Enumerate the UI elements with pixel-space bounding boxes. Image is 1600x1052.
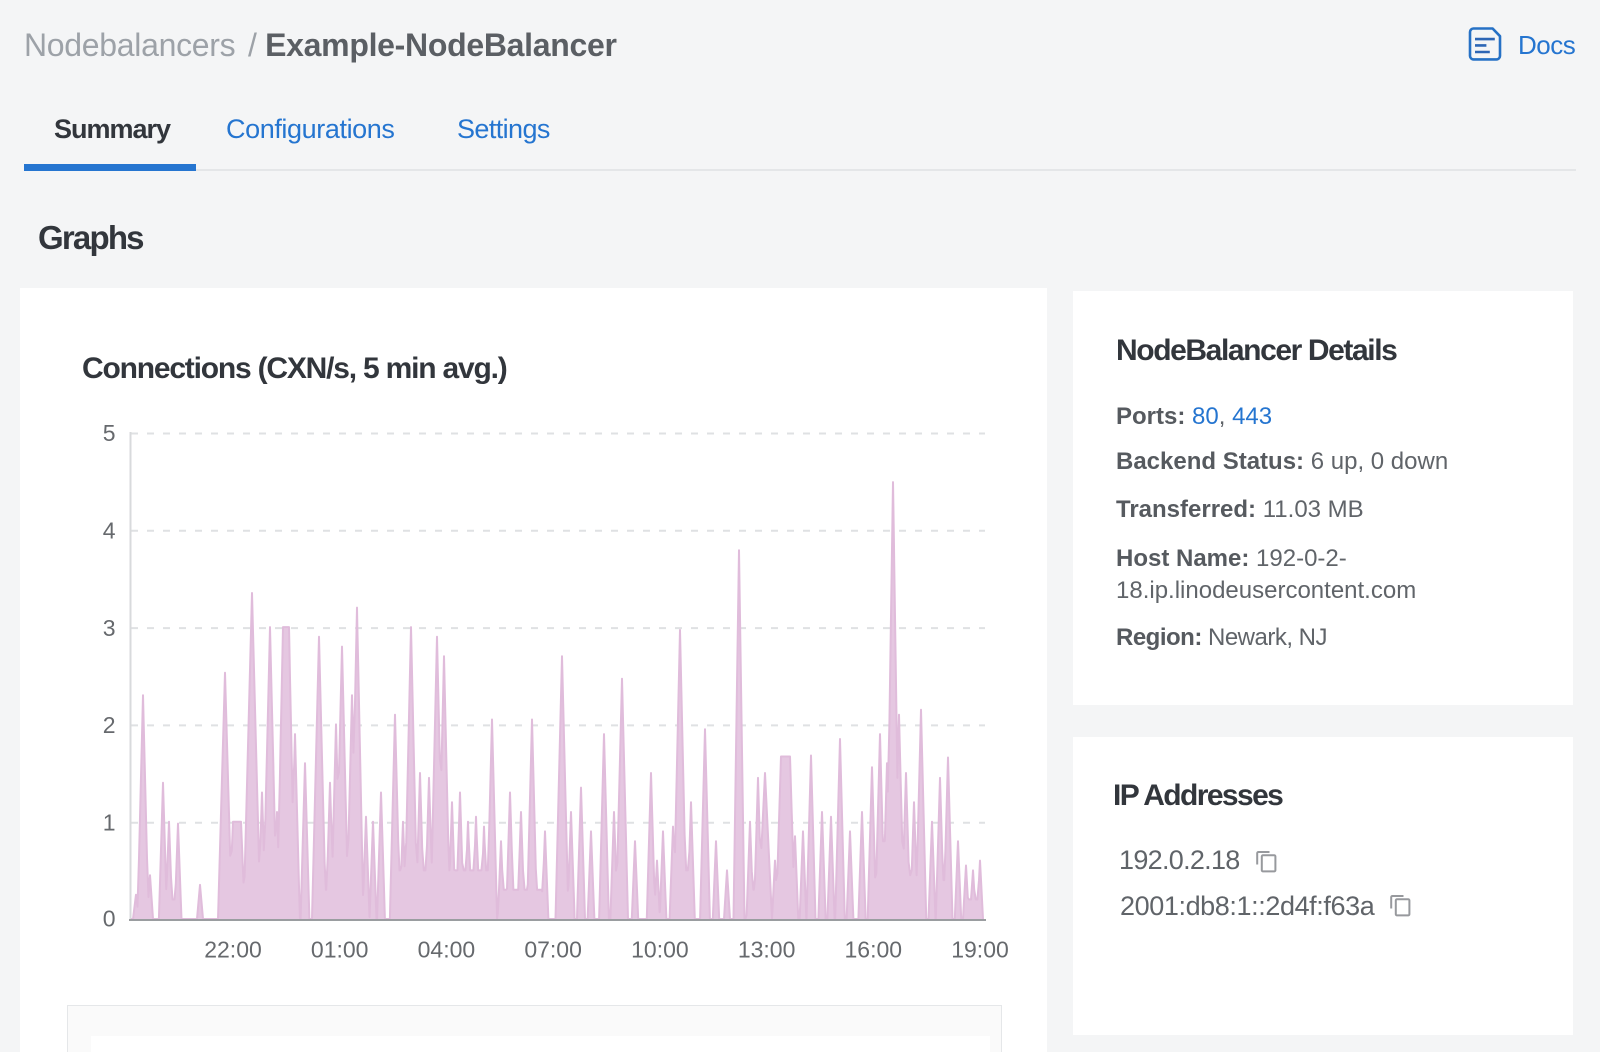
- svg-text:3: 3: [103, 615, 116, 641]
- svg-text:01:00: 01:00: [311, 937, 369, 963]
- svg-text:13:00: 13:00: [738, 937, 796, 963]
- svg-text:1: 1: [103, 809, 116, 835]
- svg-text:19:00: 19:00: [951, 937, 1009, 963]
- svg-text:2: 2: [103, 712, 116, 738]
- svg-text:07:00: 07:00: [524, 937, 582, 963]
- svg-text:16:00: 16:00: [845, 937, 903, 963]
- svg-text:5: 5: [103, 420, 116, 446]
- svg-text:22:00: 22:00: [204, 937, 262, 963]
- svg-text:0: 0: [103, 906, 116, 932]
- svg-text:4: 4: [103, 518, 116, 544]
- svg-text:10:00: 10:00: [631, 937, 689, 963]
- svg-text:04:00: 04:00: [418, 937, 476, 963]
